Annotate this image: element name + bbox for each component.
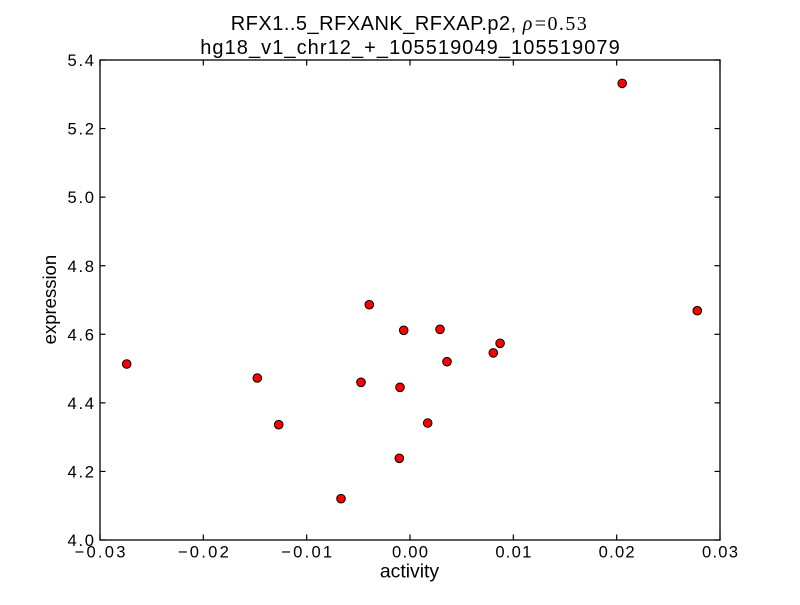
svg-text:0.01: 0.01 (495, 543, 531, 562)
svg-text:4.4: 4.4 (68, 394, 95, 413)
svg-text:0.00: 0.00 (392, 543, 428, 562)
svg-text:expression: expression (39, 255, 60, 344)
svg-text:activity: activity (380, 561, 440, 583)
svg-text:4.2: 4.2 (68, 463, 95, 482)
svg-text:4.0: 4.0 (68, 531, 95, 550)
svg-text:RFX1..5_RFXANK_RFXAP.p2, ρ=0.5: RFX1..5_RFXANK_RFXAP.p2, ρ=0.53 (231, 13, 588, 35)
svg-text:5.2: 5.2 (68, 120, 95, 139)
svg-text:5.4: 5.4 (68, 51, 95, 70)
svg-text:−0.02: −0.02 (178, 543, 229, 562)
svg-text:4.6: 4.6 (68, 325, 95, 344)
svg-text:0.02: 0.02 (599, 543, 635, 562)
svg-text:−0.03: −0.03 (75, 543, 126, 562)
svg-text:0.03: 0.03 (702, 543, 738, 562)
svg-text:5.0: 5.0 (68, 188, 95, 207)
svg-text:−0.01: −0.01 (281, 543, 332, 562)
svg-text:4.8: 4.8 (68, 257, 95, 276)
svg-text:hg18_v1_chr12_+_105519049_1055: hg18_v1_chr12_+_105519049_105519079 (200, 37, 621, 59)
